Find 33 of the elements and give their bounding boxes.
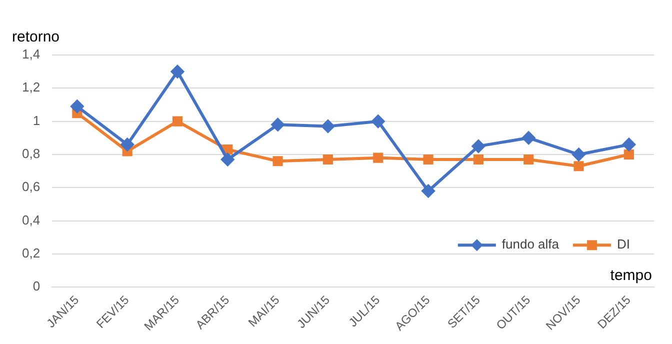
point: [624, 149, 634, 160]
point: [572, 148, 586, 161]
y-axis-title: retorno: [12, 28, 60, 46]
y-tick-label: 0,8: [22, 146, 40, 162]
point: [524, 154, 534, 165]
point: [473, 154, 484, 165]
point: [172, 116, 183, 126]
point: [221, 152, 234, 166]
point: [70, 100, 84, 113]
point: [321, 120, 334, 133]
point: [622, 138, 636, 152]
point: [472, 140, 485, 153]
legend-label: fundo alfa: [502, 236, 560, 252]
point: [373, 152, 384, 163]
point: [372, 114, 385, 128]
point: [170, 65, 184, 78]
y-tick-label: 1,4: [22, 46, 40, 62]
point: [522, 131, 536, 144]
y-tick-label: 0,2: [22, 246, 40, 261]
point: [422, 184, 435, 198]
point: [322, 154, 333, 165]
point: [271, 118, 284, 132]
point: [574, 161, 584, 172]
y-tick-label: 0: [32, 278, 40, 294]
point: [423, 154, 434, 165]
point: [120, 138, 134, 152]
x-axis-title: tempo: [610, 266, 652, 284]
y-tick-label: 0,4: [22, 212, 40, 228]
y-tick-label: 1,2: [22, 80, 40, 95]
point: [272, 156, 283, 166]
y-tick-label: 1: [32, 112, 40, 128]
y-tick-label: 0,6: [22, 179, 40, 194]
legend-label: DI: [617, 236, 630, 252]
